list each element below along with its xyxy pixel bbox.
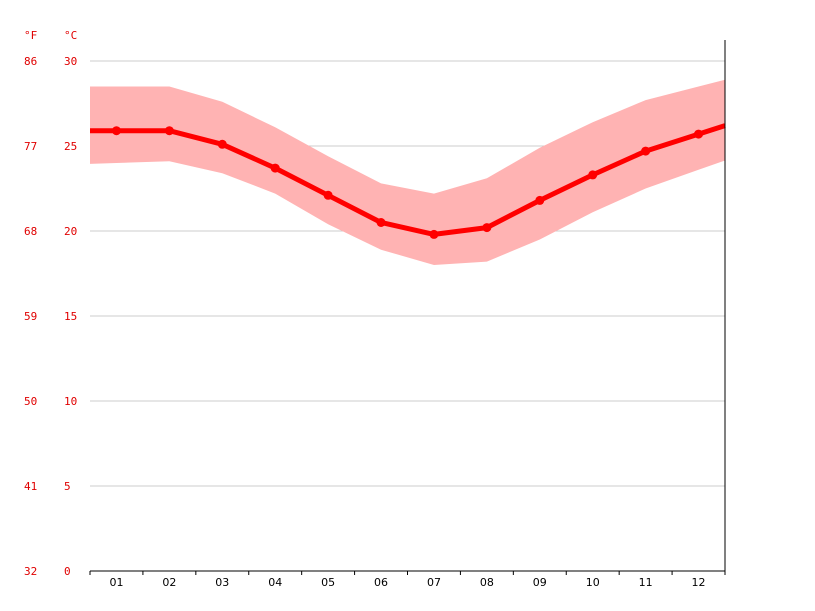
average-temperature-point xyxy=(217,139,227,149)
x-tick-label: 05 xyxy=(321,576,335,589)
x-tick-label: 09 xyxy=(533,576,547,589)
x-tick-label: 01 xyxy=(109,576,123,589)
x-tick-label: 10 xyxy=(586,576,600,589)
x-axis: 01 02 03 04 05 06 07 08 09 10 11 12 xyxy=(89,40,726,589)
x-tick-label: 07 xyxy=(427,576,441,589)
y-tick-fahrenheit: 50 xyxy=(24,395,37,408)
y-tick-fahrenheit: 41 xyxy=(24,480,37,493)
fahrenheit-unit-label: °F xyxy=(24,29,37,42)
average-temperature-point xyxy=(323,190,333,200)
average-temperature-point xyxy=(641,146,651,156)
x-tick-label: 06 xyxy=(374,576,388,589)
y-tick-celsius: 0 xyxy=(64,565,71,578)
y-tick-fahrenheit: 68 xyxy=(24,225,37,238)
average-temperature-point xyxy=(535,195,545,205)
y-tick-celsius: 30 xyxy=(64,55,77,68)
x-tick-label: 02 xyxy=(162,576,176,589)
average-temperature-point xyxy=(482,223,492,233)
y-tick-celsius: 25 xyxy=(64,140,77,153)
x-tick-label: 03 xyxy=(215,576,229,589)
x-tick-label: 08 xyxy=(480,576,494,589)
average-temperature-point xyxy=(111,126,121,136)
x-tick-label: 11 xyxy=(639,576,653,589)
temperature-series xyxy=(90,123,726,239)
temperature-range-area xyxy=(90,79,725,265)
average-temperature-point xyxy=(429,229,439,239)
average-temperature-point xyxy=(270,163,280,173)
average-temperature-point xyxy=(164,126,174,136)
y-tick-celsius: 10 xyxy=(64,395,77,408)
y-tick-celsius: 20 xyxy=(64,225,77,238)
y-tick-fahrenheit: 86 xyxy=(24,55,37,68)
y-tick-fahrenheit: 59 xyxy=(24,310,37,323)
average-temperature-point xyxy=(376,218,386,227)
y-tick-fahrenheit: 77 xyxy=(24,140,37,153)
y-tick-fahrenheit: 32 xyxy=(24,565,37,578)
y-tick-celsius: 15 xyxy=(64,310,77,323)
x-tick-label: 12 xyxy=(692,576,706,589)
average-temperature-point xyxy=(588,170,598,180)
x-tick-label: 04 xyxy=(268,576,282,589)
temperature-range-band xyxy=(90,79,725,265)
celsius-unit-label: °C xyxy=(64,29,77,42)
y-tick-celsius: 5 xyxy=(64,480,71,493)
y-axis-ticks: 32 0 41 5 50 10 59 15 68 20 77 25 86 30 xyxy=(24,55,77,578)
average-temperature-point xyxy=(694,129,704,139)
average-temperature-line xyxy=(90,123,726,237)
